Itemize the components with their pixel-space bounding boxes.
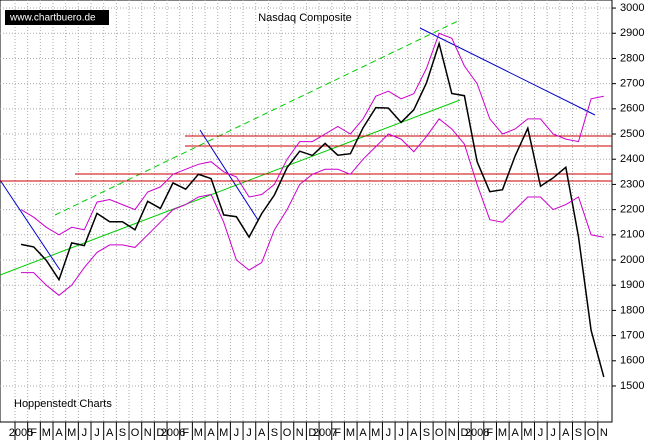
x-tick-label: J — [94, 427, 100, 439]
y-tick-label: 1500 — [620, 380, 644, 392]
x-tick-label: A — [258, 427, 266, 439]
x-tick-label: S — [575, 427, 582, 439]
x-tick-label: M — [523, 427, 532, 439]
source: www.chartbuero.de — [9, 13, 96, 24]
x-tick-label: A — [106, 427, 114, 439]
x-tick-label: A — [410, 427, 418, 439]
y-tick-label: 2500 — [620, 128, 644, 140]
series-line — [20, 40, 605, 378]
x-tick-label: N — [144, 427, 152, 439]
x-tick-label: S — [119, 427, 126, 439]
x-tick-label: O — [131, 427, 140, 439]
x-tick-label: N — [600, 427, 608, 439]
y-tick-label: 2400 — [620, 153, 644, 165]
grid — [0, 0, 612, 422]
series-line — [20, 32, 604, 236]
x-tick-label: A — [511, 427, 519, 439]
trend-line — [54, 19, 461, 216]
x-tick-label: F — [486, 427, 493, 439]
x-tick-label: D — [308, 427, 316, 439]
x-tick-label: O — [587, 427, 596, 439]
x-tick-label: A — [359, 427, 367, 439]
series — [20, 32, 605, 378]
y-tick-label: 2000 — [620, 254, 644, 266]
y-tick-label: 2700 — [620, 78, 644, 90]
source-box — [5, 10, 109, 25]
x-tick-label: M — [346, 427, 355, 439]
x-tick-label: F — [30, 427, 37, 439]
x-tick-label: M — [42, 427, 51, 439]
x-tick-label: S — [271, 427, 278, 439]
x-tick-label: D — [460, 427, 468, 439]
x-tick-label: N — [448, 427, 456, 439]
x-tick-label: 2005 — [9, 427, 33, 439]
x-tick-label: D — [156, 427, 164, 439]
y-tick-label: 1700 — [620, 329, 644, 341]
x-tick-label: J — [246, 427, 252, 439]
x-tick-label: A — [55, 427, 63, 439]
x-tick-label: 2007 — [313, 427, 337, 439]
y-tick-label: 2900 — [620, 27, 644, 39]
x-tick-label: F — [182, 427, 189, 439]
x-tick-label: J — [234, 427, 240, 439]
y-tick-label: 2600 — [620, 103, 644, 115]
x-tick-label: J — [82, 427, 88, 439]
x-tick-label: M — [67, 427, 76, 439]
x-tick-label: N — [296, 427, 304, 439]
x-tick-label: F — [334, 427, 341, 439]
y-tick-label: 3000 — [620, 2, 644, 14]
x-tick-label: O — [435, 427, 444, 439]
y-tick-label: 2100 — [620, 229, 644, 241]
y-tick-label: 1800 — [620, 304, 644, 316]
x-tick-label: J — [550, 427, 556, 439]
x-tick-label: J — [538, 427, 544, 439]
x-tick-label: S — [423, 427, 430, 439]
x-tick-label: M — [371, 427, 380, 439]
trend-lines — [0, 19, 612, 276]
y-tick-label: 2300 — [620, 178, 644, 190]
x-tick-label: 2008 — [465, 427, 489, 439]
trend-line — [0, 99, 461, 276]
series-line — [21, 118, 604, 296]
x-tick-label: A — [562, 427, 570, 439]
y-tick-label: 2200 — [620, 204, 644, 216]
x-tick-label: M — [498, 427, 507, 439]
x-tick-label: O — [283, 427, 292, 439]
trend-line — [199, 129, 259, 221]
y-tick-label: 2800 — [620, 52, 644, 64]
x-tick-label: J — [386, 427, 392, 439]
y-tick-label: 1900 — [620, 279, 644, 291]
x-tick-label: J — [398, 427, 404, 439]
x-tick-label: M — [194, 427, 203, 439]
footer: Hoppenstedt Charts — [14, 398, 112, 410]
y-tick-label: 1600 — [620, 355, 644, 367]
trend-line — [419, 27, 596, 116]
x-tick-label: A — [207, 427, 215, 439]
x-tick-label: 2006 — [161, 427, 185, 439]
x-tick-label: M — [219, 427, 228, 439]
trend-line — [0, 179, 61, 271]
chart-title: Nasdaq Composite — [258, 12, 352, 24]
